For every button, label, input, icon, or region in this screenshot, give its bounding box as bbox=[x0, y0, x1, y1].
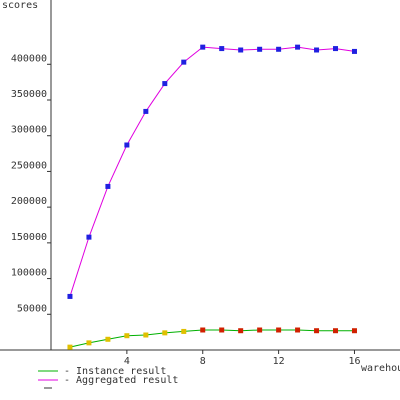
point bbox=[257, 327, 263, 333]
legend-label: - Aggregated result bbox=[64, 375, 178, 386]
y-tick-label: 200000 bbox=[11, 196, 47, 207]
y-tick-label: 150000 bbox=[11, 232, 47, 243]
point bbox=[143, 332, 149, 338]
point bbox=[219, 327, 225, 333]
point bbox=[295, 44, 301, 50]
point bbox=[67, 344, 73, 350]
x-tick-label: 16 bbox=[348, 356, 360, 367]
point bbox=[333, 328, 339, 334]
point bbox=[295, 327, 301, 333]
x-tick-label: 4 bbox=[124, 356, 130, 367]
point bbox=[200, 44, 206, 50]
point bbox=[219, 46, 225, 52]
point bbox=[181, 59, 187, 65]
y-axis-label: scores bbox=[2, 0, 38, 11]
y-tick-label: 350000 bbox=[11, 89, 47, 100]
point bbox=[314, 47, 320, 53]
point bbox=[86, 234, 92, 240]
point bbox=[67, 293, 73, 299]
point bbox=[276, 46, 282, 52]
point bbox=[351, 48, 357, 54]
point bbox=[124, 333, 130, 339]
point bbox=[333, 46, 339, 52]
x-tick-label: 12 bbox=[273, 356, 285, 367]
point bbox=[105, 183, 111, 189]
point bbox=[181, 328, 187, 334]
y-tick-label: 400000 bbox=[11, 53, 47, 64]
point bbox=[86, 340, 92, 346]
point bbox=[162, 330, 168, 336]
point bbox=[351, 328, 357, 334]
point bbox=[124, 142, 130, 148]
point bbox=[276, 327, 282, 333]
point bbox=[105, 336, 111, 342]
series-line bbox=[69, 329, 355, 348]
legend-label: - Instance result bbox=[64, 366, 166, 377]
point bbox=[238, 328, 244, 334]
point bbox=[238, 47, 244, 53]
y-tick-label: 100000 bbox=[11, 268, 47, 279]
y-tick-label: 300000 bbox=[11, 125, 47, 136]
y-tick-label: 50000 bbox=[17, 303, 47, 314]
point bbox=[257, 46, 263, 52]
x-tick-label: 8 bbox=[200, 356, 206, 367]
point bbox=[200, 327, 206, 333]
series-line bbox=[69, 46, 355, 297]
point bbox=[143, 108, 149, 114]
point bbox=[314, 328, 320, 334]
point bbox=[162, 81, 168, 87]
y-tick-label: 250000 bbox=[11, 160, 47, 171]
x-axis-label: warehouses bbox=[361, 363, 400, 374]
